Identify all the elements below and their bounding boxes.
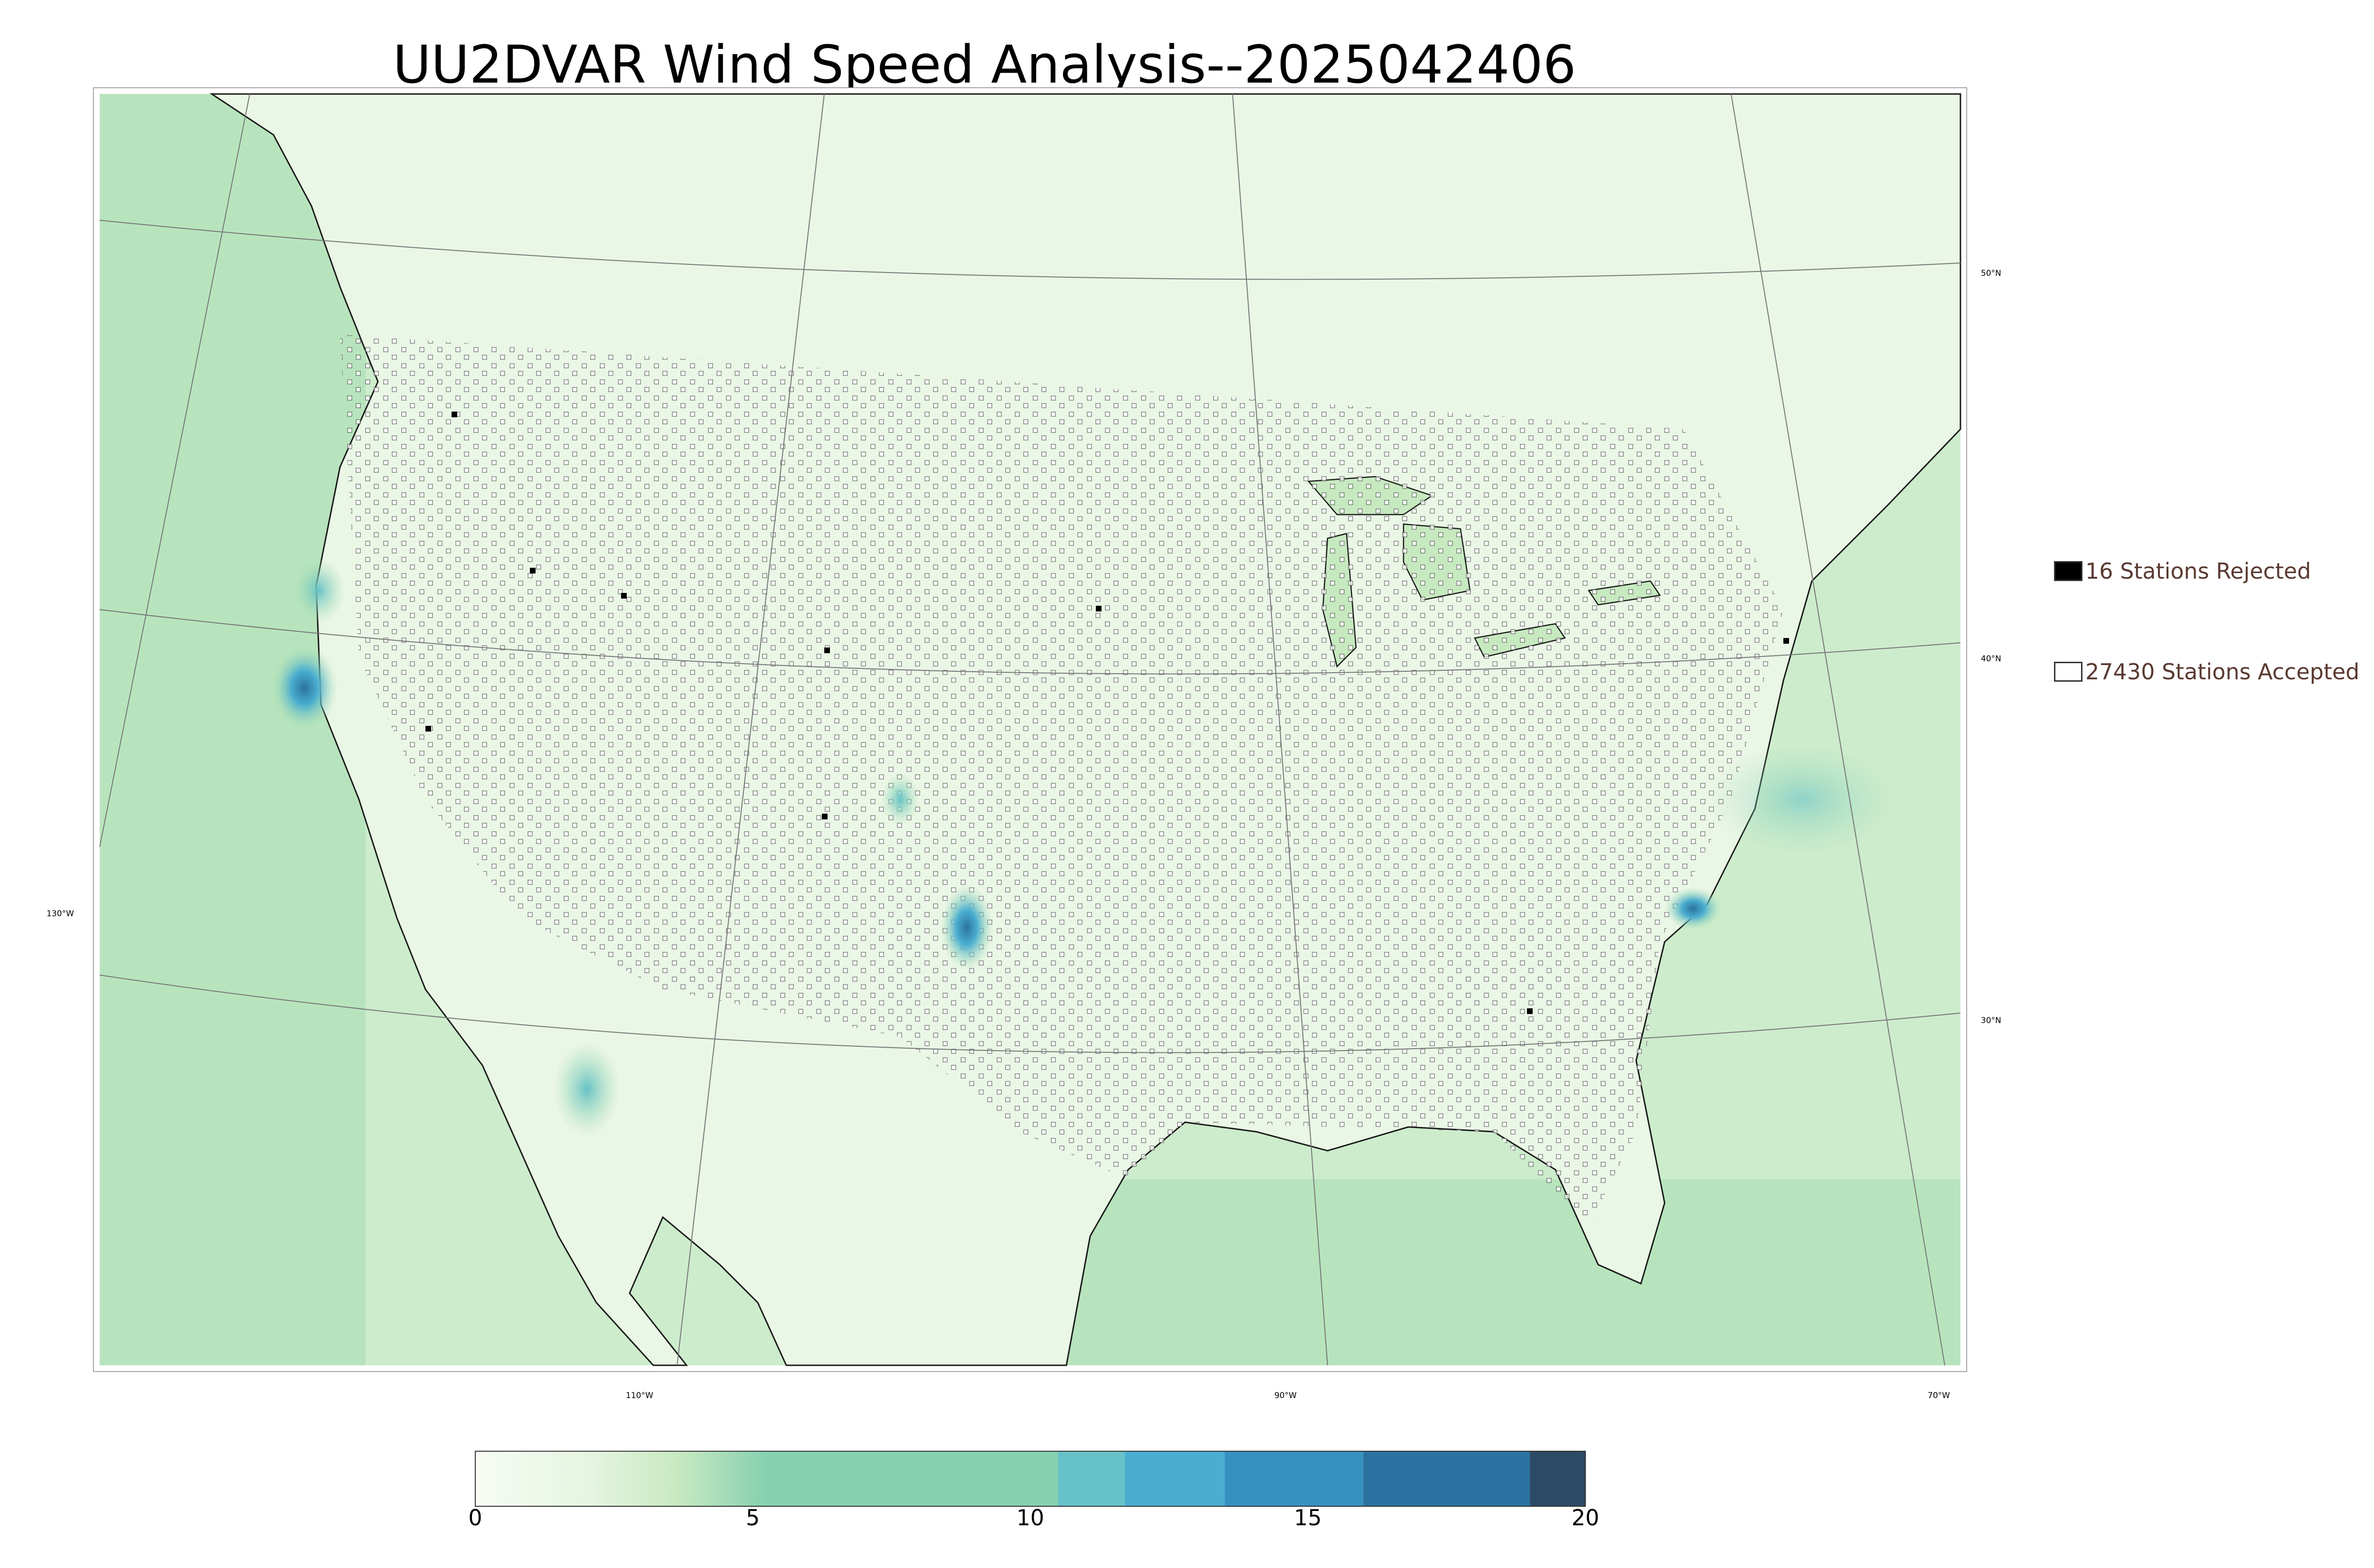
lon-label-130: 130°W <box>47 909 74 919</box>
rejected-stations <box>425 412 1789 1014</box>
accepted-label: 27430 Stations Accepted <box>2085 659 2360 685</box>
wind-max-california <box>271 645 338 731</box>
colorbar-tick-label: 0 <box>468 1505 482 1530</box>
rejected-label: 16 Stations Rejected <box>2085 558 2311 584</box>
map-title: UU2DVAR Wind Speed Analysis--2025042406 <box>393 34 1576 95</box>
colorbar-tick-label: 10 <box>1016 1505 1045 1530</box>
wind-max-kansas <box>881 773 919 826</box>
lat-label-50: 50°N <box>1981 269 2001 278</box>
graticule <box>99 94 1961 1366</box>
rejected-swatch <box>2054 561 2082 581</box>
wind-speed-map <box>93 87 1967 1372</box>
lat-label-30: 30°N <box>1981 1016 2001 1025</box>
lon-label-110: 110°W <box>626 1391 653 1400</box>
accepted-swatch <box>2054 662 2082 682</box>
wind-max-atlantic-south <box>1707 742 1897 856</box>
wind-max-baja <box>554 1042 620 1136</box>
station-field <box>340 334 1783 1227</box>
colorbar-bin <box>1225 1451 1364 1506</box>
wind-speed-colorbar <box>475 1451 1586 1507</box>
colorbar-bins <box>475 1451 1585 1506</box>
pacific-band <box>100 94 366 1365</box>
gulf-band <box>1043 1179 1960 1365</box>
colorbar-gradient-segment <box>475 1451 1058 1506</box>
colorbar-bin <box>1363 1451 1530 1506</box>
colorbar-tick-label: 15 <box>1294 1505 1322 1530</box>
colorbar-bin <box>1058 1451 1125 1506</box>
colorbar-tick-label: 5 <box>745 1505 760 1530</box>
legend-accepted: 27430 Stations Accepted <box>2054 655 2359 688</box>
wind-max-oklahoma <box>941 885 993 970</box>
lon-label-90: 90°W <box>1274 1391 1297 1400</box>
legend-rejected: 16 Stations Rejected <box>2054 554 2311 588</box>
colorbar-bin <box>1124 1451 1225 1506</box>
wind-max-atlantic <box>1665 887 1722 930</box>
wind-max-oregon <box>292 557 345 624</box>
lon-label-70: 70°W <box>1928 1391 1950 1400</box>
colorbar-tick-label: 20 <box>1571 1505 1600 1530</box>
colorbar-outline <box>475 1451 1586 1507</box>
lat-label-40: 40°N <box>1981 654 2001 664</box>
colorbar-bin <box>1530 1451 1585 1506</box>
